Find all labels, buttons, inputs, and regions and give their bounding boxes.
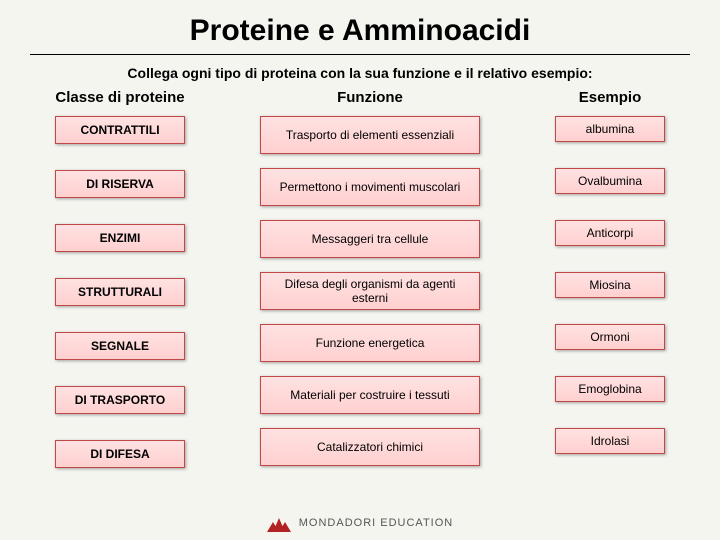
box-classe[interactable]: SEGNALE [55,332,185,360]
box-funzione[interactable]: Funzione energetica [260,324,480,362]
box-esempio[interactable]: Ormoni [555,324,665,350]
footer-text: MONDADORI EDUCATION [299,517,453,529]
column-esempio: Esempio albumina Ovalbumina Anticorpi Mi… [540,89,680,494]
box-esempio[interactable]: Anticorpi [555,220,665,246]
box-funzione[interactable]: Materiali per costruire i tessuti [260,376,480,414]
columns-container: Classe di proteine CONTRATTILI DI RISERV… [0,81,720,494]
box-esempio[interactable]: Ovalbumina [555,168,665,194]
box-esempio[interactable]: Miosina [555,272,665,298]
header-esempio: Esempio [579,89,642,106]
box-esempio[interactable]: Idrolasi [555,428,665,454]
header-funzione: Funzione [337,89,403,106]
box-classe[interactable]: DI TRASPORTO [55,386,185,414]
box-classe[interactable]: STRUTTURALI [55,278,185,306]
header-classe: Classe di proteine [55,89,184,106]
box-funzione[interactable]: Catalizzatori chimici [260,428,480,466]
box-classe[interactable]: DI RISERVA [55,170,185,198]
box-esempio[interactable]: albumina [555,116,665,142]
footer: MONDADORI EDUCATION [0,514,720,532]
column-classe: Classe di proteine CONTRATTILI DI RISERV… [40,89,200,494]
box-esempio[interactable]: Emoglobina [555,376,665,402]
mondadori-logo-icon [267,514,291,532]
box-funzione[interactable]: Difesa degli organismi da agenti esterni [260,272,480,310]
subtitle: Collega ogni tipo di proteina con la sua… [0,65,720,81]
box-classe[interactable]: ENZIMI [55,224,185,252]
box-classe[interactable]: DI DIFESA [55,440,185,468]
box-classe[interactable]: CONTRATTILI [55,116,185,144]
column-funzione: Funzione Trasporto di elementi essenzial… [240,89,500,494]
box-funzione[interactable]: Trasporto di elementi essenziali [260,116,480,154]
page-title: Proteine e Amminoacidi [30,0,690,55]
box-funzione[interactable]: Permettono i movimenti muscolari [260,168,480,206]
box-funzione[interactable]: Messaggeri tra cellule [260,220,480,258]
